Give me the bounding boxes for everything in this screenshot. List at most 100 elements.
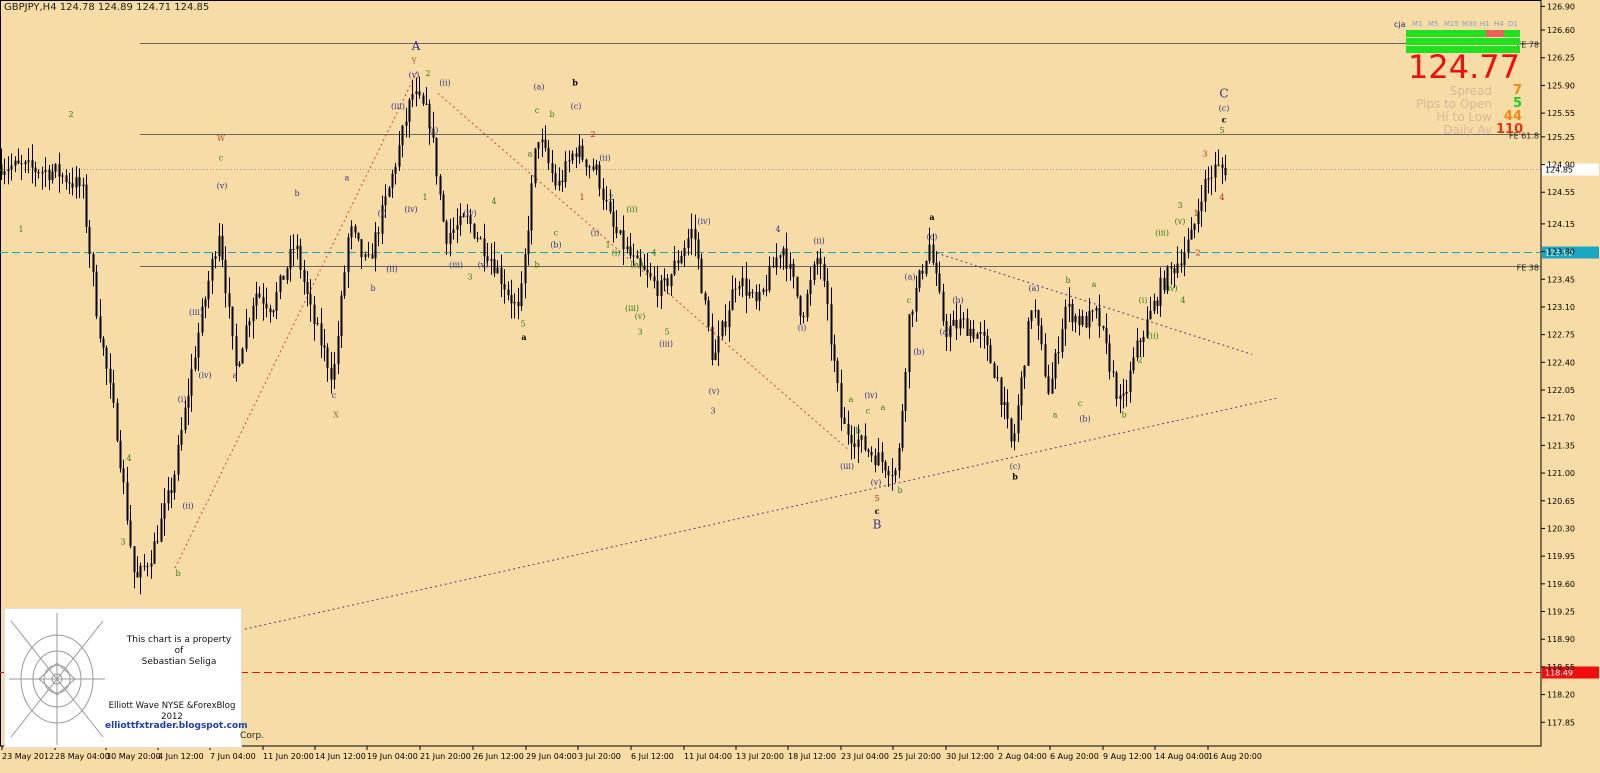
y-tick-label: 118.90	[1547, 635, 1575, 644]
candle-body	[1166, 266, 1169, 290]
candle-body	[697, 239, 700, 259]
candle-body	[585, 159, 588, 168]
candle-body	[10, 165, 13, 170]
candle-body	[544, 139, 547, 148]
wave-label: (a)	[904, 272, 915, 281]
wave-label: (i)	[430, 126, 439, 135]
candle-body	[551, 163, 554, 174]
candle-body	[843, 417, 846, 424]
candle-body	[1146, 319, 1149, 337]
candle-body	[354, 226, 357, 233]
candle-body	[612, 211, 615, 227]
tf-m5[interactable]: M5	[1428, 20, 1439, 28]
signal-bar	[1406, 38, 1520, 45]
candle-body	[908, 314, 911, 373]
wave-label: (ii)	[599, 154, 610, 163]
candle-body	[1176, 263, 1179, 274]
candle-body	[1047, 376, 1050, 394]
candle-body	[575, 153, 578, 157]
daily-average-label: Daily Av	[1443, 123, 1492, 137]
tf-h1[interactable]: H1	[1480, 20, 1490, 28]
candle-body	[105, 347, 108, 369]
x-tick-label: 18 Jul 12:00	[788, 752, 836, 761]
wave-label: 3	[120, 537, 125, 546]
candle-body	[248, 321, 251, 326]
candle-body	[1085, 315, 1088, 328]
candle-body	[24, 162, 27, 165]
candle-body	[78, 177, 81, 187]
candle-body	[626, 246, 629, 250]
candle-body	[738, 286, 741, 289]
candle-body	[289, 249, 292, 269]
candle-body	[476, 237, 479, 239]
candle-body	[663, 278, 666, 281]
candle-body	[275, 291, 278, 311]
candle-body	[564, 161, 567, 183]
candle-body	[391, 173, 394, 188]
candle-body	[340, 295, 343, 337]
y-tick-label: 119.60	[1547, 580, 1575, 589]
wave-label: X	[333, 411, 339, 420]
wave-label: (c)	[571, 102, 582, 111]
wave-label: a	[1092, 280, 1097, 289]
candle-body	[949, 325, 952, 338]
candle-body	[279, 275, 282, 292]
candle-body	[874, 455, 877, 466]
candle-body	[20, 163, 23, 165]
candle-body	[530, 183, 533, 231]
candle-body	[537, 142, 540, 149]
wave-label: (iv)	[630, 260, 643, 269]
candle-body	[1105, 328, 1108, 344]
candle-body	[588, 166, 591, 168]
candle-body	[762, 289, 765, 292]
candle-body	[571, 153, 574, 161]
candle-body	[1153, 300, 1156, 311]
candle-body	[503, 283, 506, 290]
x-tick-label: 19 Jun 04:00	[367, 752, 418, 761]
y-tick-label: 126.25	[1547, 54, 1575, 63]
candle-body	[1224, 167, 1227, 176]
candle-body	[809, 280, 812, 294]
wave-label: 2	[1195, 249, 1200, 258]
y-tick-label: 124.55	[1547, 188, 1575, 197]
watermark-url[interactable]: elliottfxtrader.blogspot.com	[105, 721, 248, 731]
trend-line	[437, 92, 849, 450]
tf-m15[interactable]: M15	[1444, 20, 1459, 28]
candle-body	[442, 194, 445, 222]
candle-body	[894, 470, 897, 476]
wave-label: c	[1078, 399, 1083, 408]
x-tick-label: 2 Aug 04:00	[998, 752, 1047, 761]
wave-label: (c)	[1010, 462, 1021, 471]
candle-body	[632, 255, 635, 257]
current-price: 124.77	[1408, 48, 1520, 86]
x-tick-label: 3 Jul 20:00	[578, 752, 621, 761]
candle-body	[320, 323, 323, 346]
candle-body	[680, 255, 683, 264]
candle-body	[401, 125, 404, 146]
candle-body	[1183, 252, 1186, 266]
tf-d1[interactable]: D1	[1508, 20, 1518, 28]
candle-body	[1142, 336, 1145, 342]
y-tick-label: 123.80	[1547, 248, 1575, 257]
wave-label: (ii)	[386, 264, 397, 273]
tf-h4[interactable]: H4	[1494, 20, 1504, 28]
candle-body	[887, 470, 890, 476]
tf-m1[interactable]: M1	[1412, 20, 1423, 28]
candle-body	[177, 444, 180, 475]
candle-body	[656, 280, 659, 297]
y-tick-label: 122.05	[1547, 386, 1575, 395]
y-tick-label: 125.90	[1547, 81, 1575, 90]
x-tick-label: 7 Jun 04:00	[210, 752, 256, 761]
candle-body	[415, 91, 418, 94]
tf-m30[interactable]: M30	[1462, 20, 1477, 28]
wave-label: b	[175, 569, 180, 578]
candle-body	[581, 145, 584, 160]
candle-body	[377, 232, 380, 234]
candle-body	[126, 482, 129, 521]
y-tick-label: 123.10	[1547, 303, 1575, 312]
candle-body	[592, 166, 595, 170]
wave-label: (iii)	[391, 102, 405, 111]
candle-body	[1159, 277, 1162, 306]
wave-label: (b)	[952, 296, 963, 305]
